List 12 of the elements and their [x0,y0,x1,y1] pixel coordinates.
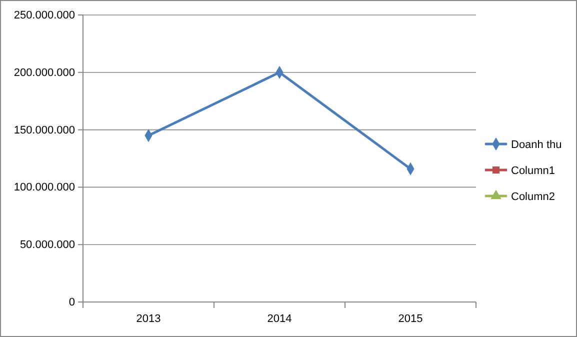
y-tick-label: 100.000.000 [14,182,75,194]
x-tick-label: 2014 [267,312,292,325]
legend-label: Doanh thu [511,139,562,151]
legend-label: Column2 [511,191,556,203]
y-tick-label: 50.000.000 [20,239,75,252]
y-tick-label: 150.000.000 [14,124,75,136]
legend-label: Column1 [511,165,556,177]
y-tick-label: 250.000.000 [14,10,75,22]
y-tick-label: 0 [68,296,75,309]
x-tick-label: 2013 [136,312,161,325]
y-tick-label: 200.000.000 [14,66,75,79]
x-tick-label: 2015 [398,312,423,325]
